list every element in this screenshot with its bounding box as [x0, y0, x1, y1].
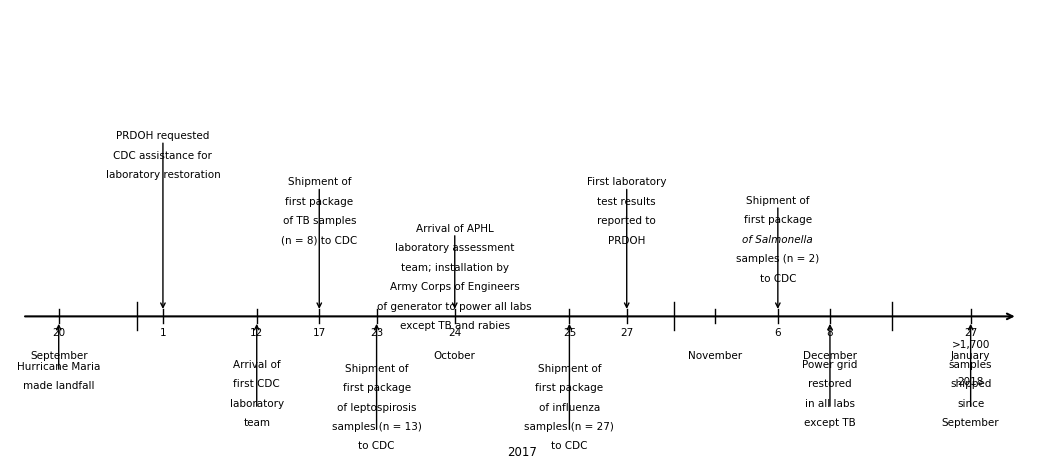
- Text: 1: 1: [160, 328, 166, 338]
- Text: Army Corps of Engineers: Army Corps of Engineers: [390, 282, 519, 292]
- Text: restored: restored: [808, 379, 852, 390]
- Text: 6: 6: [774, 328, 782, 338]
- Text: samples: samples: [949, 360, 993, 370]
- Text: samples (n = 27): samples (n = 27): [525, 422, 614, 432]
- Text: first package: first package: [535, 383, 603, 393]
- Text: December: December: [803, 351, 857, 361]
- Text: except TB: except TB: [804, 418, 856, 428]
- Text: September: September: [942, 418, 999, 428]
- Text: September: September: [30, 351, 88, 361]
- Text: PRDOH: PRDOH: [608, 236, 646, 246]
- Text: first package: first package: [744, 215, 812, 226]
- Text: laboratory assessment: laboratory assessment: [395, 243, 514, 253]
- Text: made landfall: made landfall: [23, 381, 94, 391]
- Text: 25: 25: [563, 328, 576, 338]
- Text: Arrival of APHL: Arrival of APHL: [416, 224, 493, 234]
- Text: to CDC: to CDC: [760, 274, 796, 284]
- Text: 20: 20: [52, 328, 65, 338]
- Text: Power grid: Power grid: [803, 360, 858, 370]
- Text: except TB and rabies: except TB and rabies: [399, 321, 510, 331]
- Text: October: October: [434, 351, 475, 361]
- Text: CDC assistance for: CDC assistance for: [114, 151, 212, 161]
- Text: reported to: reported to: [598, 216, 656, 226]
- Text: team; installation by: team; installation by: [400, 263, 509, 273]
- Text: Arrival of: Arrival of: [233, 360, 280, 370]
- Text: (n = 8) to CDC: (n = 8) to CDC: [281, 236, 357, 246]
- Text: samples (n = 2): samples (n = 2): [737, 254, 819, 264]
- Text: of influenza: of influenza: [539, 403, 600, 412]
- Text: first package: first package: [343, 383, 411, 393]
- Text: test results: test results: [598, 197, 656, 207]
- Text: to CDC: to CDC: [358, 441, 395, 452]
- Text: Shipment of: Shipment of: [345, 363, 409, 374]
- Text: to CDC: to CDC: [551, 441, 587, 452]
- Text: 27: 27: [965, 328, 977, 338]
- Text: 8: 8: [827, 328, 833, 338]
- Text: January: January: [951, 351, 991, 361]
- Text: 24: 24: [448, 328, 462, 338]
- Text: >1,700: >1,700: [951, 341, 990, 350]
- Text: November: November: [689, 351, 742, 361]
- Text: 2018: 2018: [957, 377, 983, 387]
- Text: team: team: [243, 418, 271, 428]
- Text: Shipment of: Shipment of: [537, 363, 601, 374]
- Text: Shipment of: Shipment of: [746, 196, 810, 206]
- Text: since: since: [957, 399, 984, 409]
- Text: 27: 27: [620, 328, 633, 338]
- Text: of TB samples: of TB samples: [282, 216, 356, 226]
- Text: Shipment of: Shipment of: [287, 178, 351, 187]
- Text: of generator to power all labs: of generator to power all labs: [377, 302, 532, 312]
- Text: 23: 23: [370, 328, 384, 338]
- Text: first package: first package: [285, 197, 353, 207]
- Text: shipped: shipped: [950, 379, 992, 390]
- Text: First laboratory: First laboratory: [587, 178, 667, 187]
- Text: laboratory restoration: laboratory restoration: [106, 170, 220, 180]
- Text: 2017: 2017: [508, 446, 537, 459]
- Text: 12: 12: [250, 328, 263, 338]
- Text: in all labs: in all labs: [805, 399, 855, 409]
- Text: first CDC: first CDC: [233, 379, 280, 390]
- Text: laboratory: laboratory: [230, 399, 284, 409]
- Text: samples (n = 13): samples (n = 13): [331, 422, 421, 432]
- Text: of Salmonella: of Salmonella: [742, 235, 813, 245]
- Text: PRDOH requested: PRDOH requested: [116, 131, 210, 141]
- Text: Hurricane Maria: Hurricane Maria: [17, 362, 100, 372]
- Text: 17: 17: [312, 328, 326, 338]
- Text: of leptospirosis: of leptospirosis: [336, 403, 416, 412]
